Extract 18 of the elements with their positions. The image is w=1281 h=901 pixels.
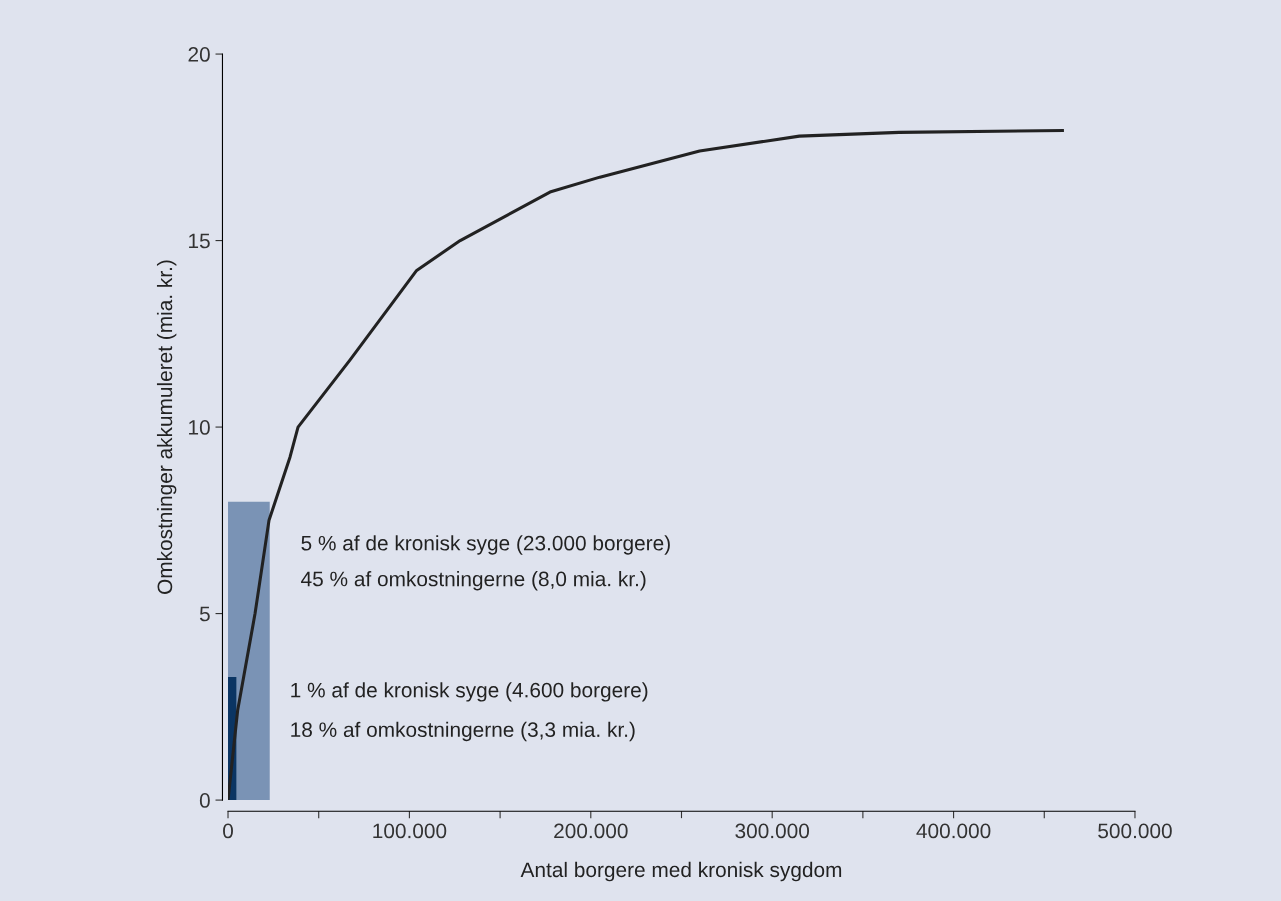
x-tick-label: 0: [223, 823, 233, 839]
annotation: 45 % af omkostningerne (8,0 mia. kr.): [301, 571, 646, 591]
y-tick-label: 20: [188, 47, 210, 62]
y-tick-label: 0: [199, 793, 210, 808]
y-tick-label: 5: [199, 606, 210, 622]
y-tick-label: 10: [189, 420, 210, 435]
x-tick-label: 500.000: [1098, 823, 1172, 839]
line-series: [228, 129, 1064, 801]
x-tick-label: 400.000: [916, 823, 991, 839]
x-tick-label: 200.000: [554, 823, 628, 839]
annotation: 5 % af de kronisk syge (23.000 borgere): [301, 535, 670, 555]
x-tick-label: 100.000: [373, 823, 447, 839]
annotation: 18 % af omkostningerne (3,3 mia. kr.): [291, 721, 635, 742]
x-tick-label: 300.000: [735, 823, 810, 839]
x-axis-title: Antal borgere med kronisk sygdom: [520, 861, 842, 882]
annotation: 1 % af de kronisk syge (4.600 borgere): [291, 682, 648, 702]
y-tick-label: 15: [189, 233, 210, 249]
y-axis-title: Omkostninger akkumuleret (mia. kr.): [156, 260, 177, 594]
